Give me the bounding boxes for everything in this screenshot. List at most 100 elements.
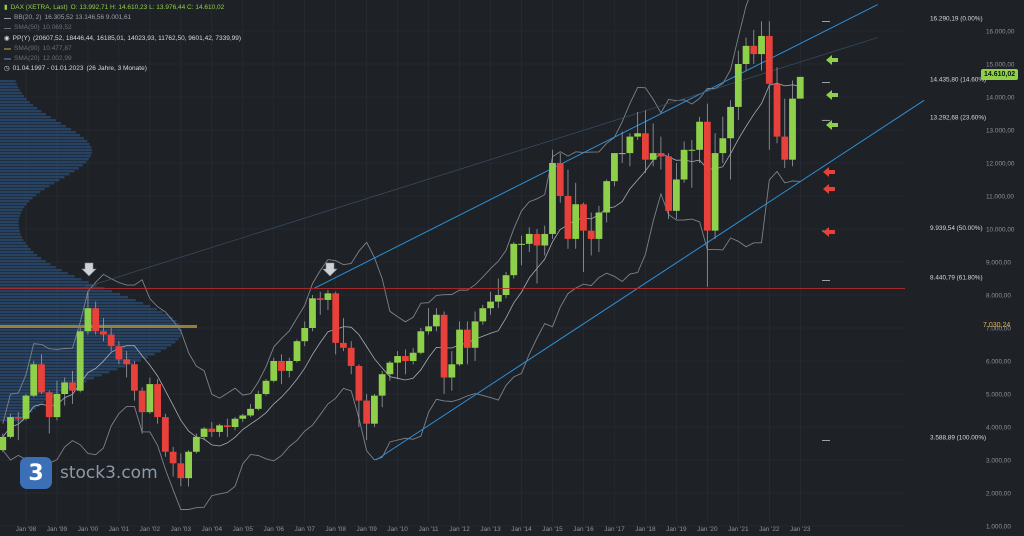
volume-bar (0, 98, 27, 101)
volume-bar (0, 371, 110, 374)
candle-body (239, 415, 247, 419)
volume-bar (0, 293, 121, 296)
volume-bar (0, 410, 33, 413)
y-axis-label: 14.000,00 (986, 95, 1015, 102)
fib-label: 9.939,54 (50.00%) (930, 225, 983, 232)
volume-bar (0, 236, 22, 239)
candle-body (572, 204, 580, 239)
x-axis-label: Jan '06 (264, 526, 285, 533)
x-axis-label: Jan '15 (542, 526, 563, 533)
candle-body (231, 418, 239, 427)
volume-bar (0, 83, 17, 86)
candle-body (618, 153, 626, 155)
x-axis-label: Jan '21 (728, 526, 749, 533)
volume-bar (0, 125, 67, 128)
legend-sma-other-label: SMA(20) (14, 55, 40, 63)
candle-body (657, 153, 665, 157)
candle-body (401, 356, 409, 361)
candle-body (425, 326, 433, 332)
y-axis-label: 6.000,00 (986, 359, 1011, 366)
candle-body (84, 308, 92, 332)
volume-bar (0, 257, 42, 260)
volume-bar (0, 149, 92, 152)
fib-label: 14.435,80 (14.60%) (930, 77, 986, 84)
logo-mark: 3 (20, 457, 52, 489)
legend-sma90-value: 10.477,87 (42, 44, 72, 52)
volume-bar (0, 89, 20, 92)
volume-bar (0, 203, 27, 206)
volume-bar (0, 254, 38, 257)
volume-bar (0, 404, 40, 407)
volume-bar (0, 176, 65, 179)
candle-body (22, 395, 30, 419)
candle-body (510, 243, 518, 276)
volume-bar (0, 365, 126, 368)
volume-bar (0, 101, 30, 104)
volume-bar (0, 155, 91, 158)
candle-body (533, 233, 541, 246)
candle-body (463, 329, 471, 348)
volume-bar (0, 284, 97, 287)
candles (0, 21, 804, 487)
left-arrow-icon (826, 120, 838, 130)
left-arrow-icon (823, 184, 835, 194)
x-axis-label: Jan '16 (573, 526, 594, 533)
volume-bar (0, 122, 62, 125)
volume-bar (0, 272, 68, 275)
legend-sma-other: SMA(20) 12.002,99 (4, 54, 241, 64)
legend-pp: ◉ PP(Y) (20607,52, 18446,44, 16185,01, 1… (4, 34, 241, 44)
volume-bar (0, 161, 87, 164)
candle-body (76, 331, 84, 391)
candle-body (564, 196, 572, 239)
volume-bar (0, 113, 47, 116)
candle-body (502, 275, 510, 295)
candle-body (192, 436, 200, 452)
volume-bar (0, 188, 45, 191)
candle-body (92, 308, 100, 332)
volume-bar (0, 137, 84, 140)
volume-bar (0, 164, 83, 167)
candle-body (38, 364, 45, 393)
volume-bar (0, 191, 41, 194)
grid-lines (0, 0, 905, 527)
legend-sma90: SMA(90) 10.477,87 (4, 44, 241, 54)
y-axis-label: 5.000,00 (986, 392, 1011, 399)
volume-bar (0, 170, 75, 173)
trend-channel (81, 4, 925, 461)
candle-body (316, 298, 324, 300)
candle-body (773, 83, 781, 137)
candle-body (100, 331, 107, 335)
candle-body (115, 346, 123, 360)
x-axis-label: Jan '13 (480, 526, 501, 533)
volume-bar (0, 266, 56, 269)
volume-bar (0, 194, 37, 197)
candle-body (595, 212, 603, 239)
candle-body (0, 436, 7, 451)
volume-bar (0, 290, 113, 293)
volume-bar (0, 308, 157, 311)
x-axis-label: Jan '00 (78, 526, 99, 533)
legend-sma50-label: SMA(50) (14, 24, 40, 32)
x-axis-label: Jan '07 (295, 526, 316, 533)
fib-label: 16.290,19 (0.00%) (930, 15, 983, 22)
candle-body (355, 365, 363, 401)
volume-bar (0, 401, 45, 404)
candle-body (789, 98, 796, 160)
volume-bar (0, 299, 136, 302)
volume-bar (0, 116, 51, 119)
bollinger-upper (2, 0, 749, 424)
candle-body (200, 428, 208, 437)
legend-sma-other-value: 12.002,99 (42, 55, 72, 63)
logo-text: stock3.com (60, 463, 158, 483)
candle-body (285, 361, 293, 371)
volume-bar (0, 377, 94, 380)
candle-body (525, 233, 533, 244)
y-axis-label: 4.000,00 (986, 425, 1011, 432)
volume-bar (0, 311, 163, 314)
volume-bar (0, 152, 92, 155)
volume-bar (0, 230, 20, 233)
candle-body (123, 359, 131, 365)
bollinger-bands (2, 0, 801, 510)
line-swatch-icon (4, 17, 11, 20)
